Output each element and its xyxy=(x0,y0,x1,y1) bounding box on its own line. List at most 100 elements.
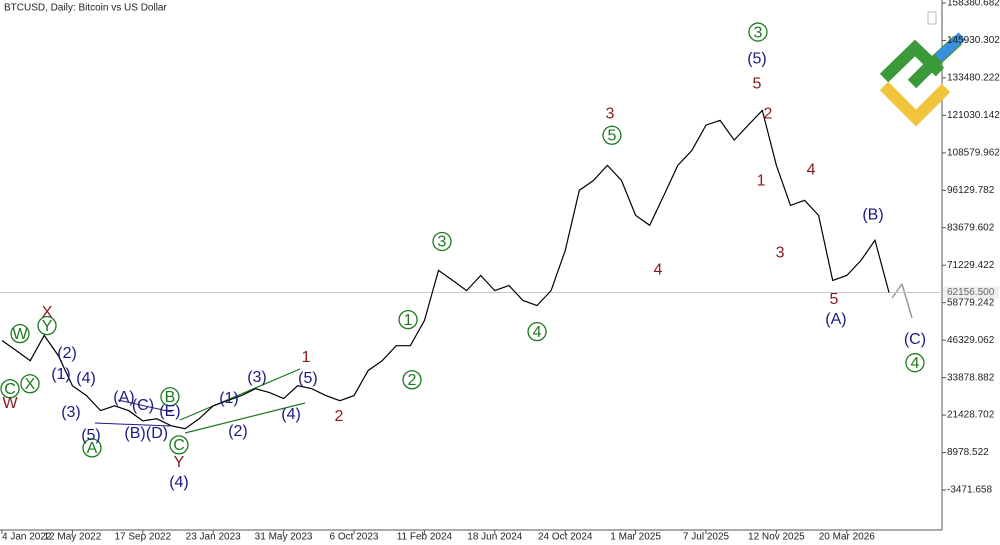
wave-text: X xyxy=(25,376,36,393)
wave-circle xyxy=(905,353,925,373)
x-tick-label: 18 Jun 2024 xyxy=(467,532,522,543)
trend-line xyxy=(184,402,306,434)
wave-label: (4) xyxy=(281,406,301,423)
wave-text: (B) xyxy=(862,207,883,224)
wave-label: C xyxy=(0,379,20,399)
wave-circle xyxy=(0,379,20,399)
wave-label: (C) xyxy=(132,397,154,414)
logo xyxy=(879,32,966,127)
wave-circle xyxy=(432,231,452,252)
wave-label: (2) xyxy=(57,345,77,362)
wave-text: 3 xyxy=(438,234,447,251)
wave-text: 4 xyxy=(533,324,542,341)
wave-label: (1) xyxy=(51,366,71,383)
wave-label: C xyxy=(169,435,189,455)
wave-label: 1 xyxy=(302,349,311,366)
wave-circle xyxy=(602,125,622,145)
wave-text: (C) xyxy=(132,397,154,414)
wave-label: 2 xyxy=(402,370,422,390)
wave-label: (B) xyxy=(124,425,145,442)
wave-text: 3 xyxy=(776,245,785,262)
wave-text: (D) xyxy=(146,425,168,442)
wave-text: W xyxy=(2,395,18,412)
wave-text: (4) xyxy=(281,406,301,423)
wave-text: 3 xyxy=(606,105,615,122)
wave-circle xyxy=(169,435,189,455)
y-tick-label: 83679.602 xyxy=(947,222,995,233)
wave-label: A xyxy=(82,438,102,458)
wave-text: (1) xyxy=(219,390,239,407)
wave-label: 5 xyxy=(602,125,622,145)
wave-text: 1 xyxy=(302,349,311,366)
wave-label: 3 xyxy=(606,105,615,122)
wave-circle xyxy=(398,309,418,330)
wave-text: 4 xyxy=(910,355,919,372)
wave-text: (4) xyxy=(169,474,189,491)
y-tick-label: 133480.222 xyxy=(947,73,1000,84)
wave-text: 3 xyxy=(754,24,763,41)
wave-text: B xyxy=(165,389,176,406)
y-tick-label: 158380.682 xyxy=(947,0,1000,9)
wave-label: (D) xyxy=(146,425,168,442)
wave-circle xyxy=(527,321,547,342)
wave-text: Y xyxy=(42,318,53,335)
wave-label: B xyxy=(160,387,180,407)
wave-text: (5) xyxy=(298,370,318,387)
scroll-icon[interactable] xyxy=(927,11,937,25)
x-tick-label: 20 Mar 2026 xyxy=(819,532,876,543)
y-tick-label: 96129.782 xyxy=(947,185,995,196)
wave-text: (1) xyxy=(51,366,71,383)
wave-circle xyxy=(402,370,422,390)
wave-text: 4 xyxy=(807,162,816,179)
wave-label: X xyxy=(42,304,53,321)
wave-circle xyxy=(20,374,40,394)
wave-text: 5 xyxy=(753,75,762,92)
y-tick-label: 46329.062 xyxy=(947,335,995,346)
forecast-line xyxy=(891,283,903,299)
wave-text: 2 xyxy=(408,372,417,389)
wave-label: (2) xyxy=(228,423,248,440)
wave-label: W xyxy=(2,395,18,412)
x-tick-label: 12 May 2022 xyxy=(43,532,101,543)
y-tick-label: 21428.702 xyxy=(947,410,995,421)
wave-circle xyxy=(37,315,57,336)
x-tick-label: 7 Jul 2025 xyxy=(683,532,730,543)
wave-label: (E) xyxy=(159,403,180,420)
wave-label: (B) xyxy=(862,207,883,224)
wave-label: (5) xyxy=(81,427,101,444)
wave-label: 1 xyxy=(398,309,418,330)
wave-label: W xyxy=(10,324,30,344)
y-tick-label: 71229.422 xyxy=(947,260,995,271)
y-tick-label: 8978.522 xyxy=(947,447,989,458)
wave-label: 4 xyxy=(654,262,663,279)
wave-text: 2 xyxy=(763,105,772,122)
y-tick-label: 145930.302 xyxy=(947,35,1000,46)
wave-text: 4 xyxy=(654,262,663,279)
wave-label: (3) xyxy=(247,369,267,386)
wave-label: (C) xyxy=(904,331,926,348)
x-tick-label: 17 Sep 2022 xyxy=(114,532,171,543)
x-tick-label: 23 Jan 2023 xyxy=(186,532,241,543)
wave-label: (3) xyxy=(61,404,81,421)
wave-text: 1 xyxy=(404,312,413,329)
wave-text: W xyxy=(12,326,28,343)
wave-text: (5) xyxy=(81,427,101,444)
wave-text: 5 xyxy=(830,291,839,308)
wave-text: 2 xyxy=(334,408,343,425)
wave-label: X xyxy=(20,374,40,394)
wave-circle xyxy=(10,324,30,344)
wave-label: 2 xyxy=(334,408,343,425)
wave-text: (A) xyxy=(113,389,134,406)
wave-text: (2) xyxy=(228,423,248,440)
wave-label: Y xyxy=(37,315,57,336)
wave-text: (5) xyxy=(747,50,767,67)
trend-line xyxy=(117,399,173,413)
wave-label: (A) xyxy=(825,311,846,328)
wave-text: (3) xyxy=(247,369,267,386)
price-line xyxy=(1,109,890,430)
wave-text: (3) xyxy=(61,404,81,421)
wave-label: 4 xyxy=(807,162,816,179)
wave-text: Y xyxy=(174,454,185,471)
